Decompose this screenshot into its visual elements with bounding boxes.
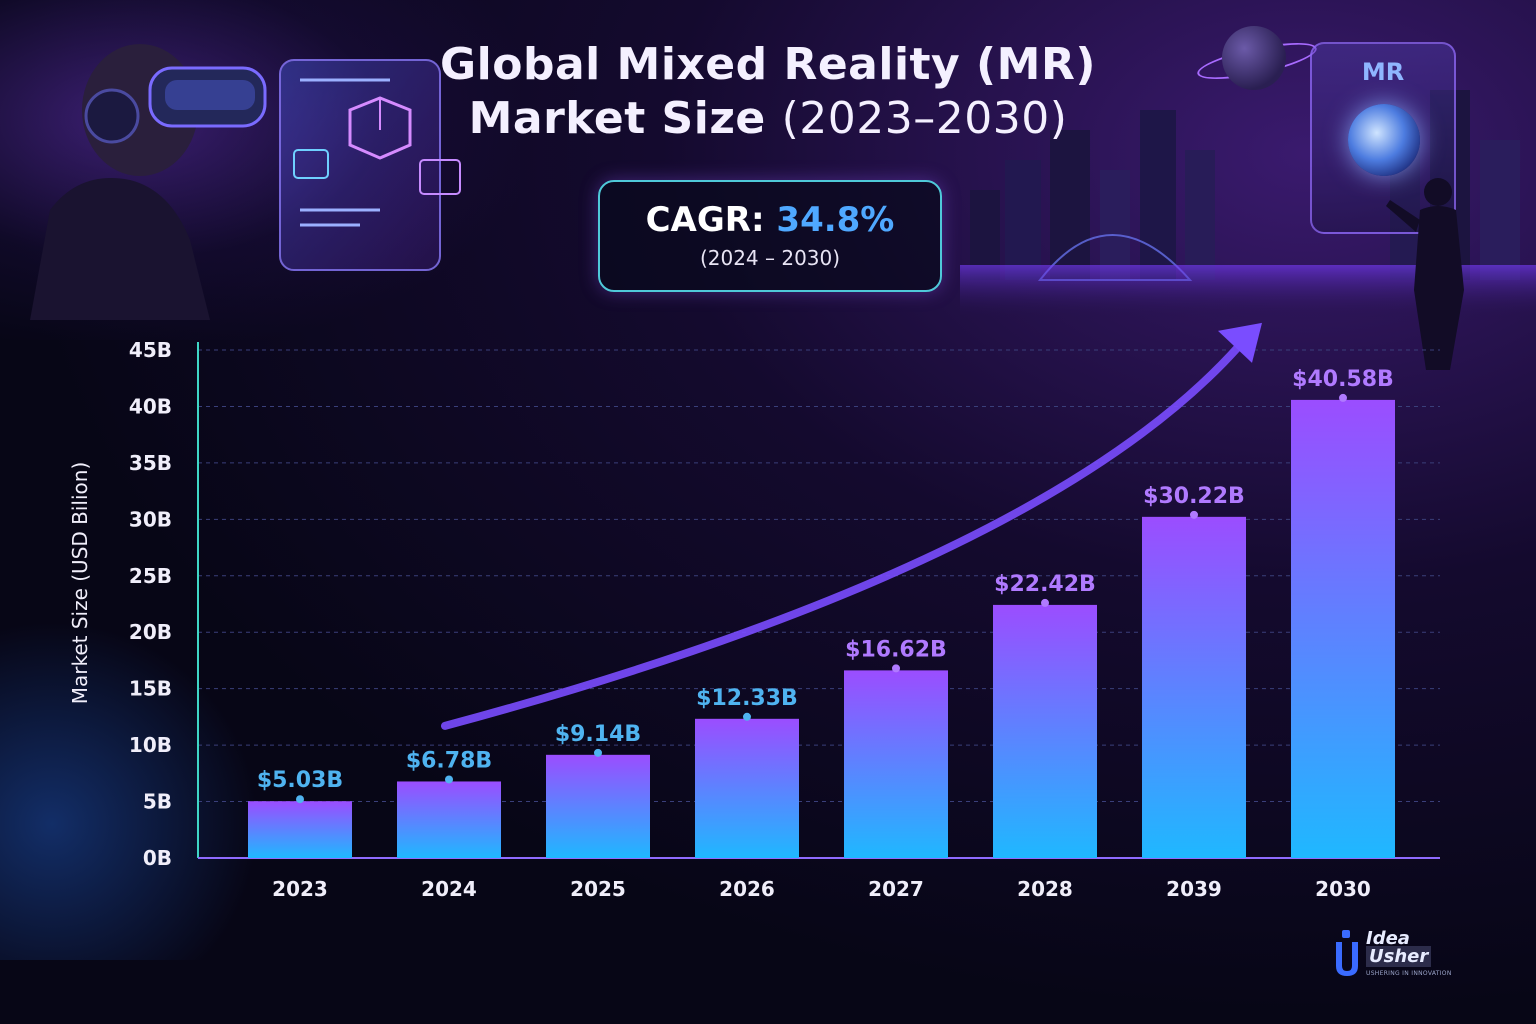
data-label: $30.22B — [1143, 484, 1245, 509]
vr-user-illustration — [30, 44, 267, 320]
x-tick-label: 2023 — [272, 877, 328, 901]
cagr-period: (2024 – 2030) — [699, 246, 841, 270]
brand-name-line2: Usher — [1366, 946, 1432, 967]
data-point-marker — [1339, 393, 1347, 402]
data-label: $40.58B — [1292, 367, 1394, 392]
data-point-marker — [1190, 510, 1198, 519]
data-label: $12.33B — [696, 686, 798, 711]
arrow-head-icon — [1218, 322, 1262, 363]
x-tick-label: 2030 — [1315, 877, 1371, 901]
x-tick-label: 2026 — [719, 877, 775, 901]
brand-logo-icon — [1336, 930, 1358, 976]
title-line-1: Global Mixed Reality (MR) — [440, 39, 1096, 90]
cagr-value: 34.8% — [776, 200, 895, 240]
data-point-marker — [1041, 598, 1049, 607]
data-point-marker — [594, 748, 602, 757]
brand-tagline: USHERING IN INNOVATION — [1366, 970, 1452, 977]
y-tick-label: 35B — [129, 451, 172, 475]
brand-name-line1: Idea — [1366, 928, 1410, 949]
y-tick-label: 25B — [129, 564, 172, 588]
bar-2026 — [695, 718, 799, 858]
x-tick-label: 2028 — [1017, 877, 1073, 901]
mr-panel-label: MR — [1361, 58, 1405, 86]
cagr-label: CAGR: — [645, 200, 765, 240]
y-tick-label: 10B — [129, 733, 172, 757]
data-label: $9.14B — [555, 722, 641, 747]
y-tick-label: 40B — [129, 394, 172, 418]
title-line-2: Market Size (2023–2030) — [0, 92, 1536, 146]
y-tick-label: 0B — [143, 846, 172, 870]
x-tick-label: 2027 — [868, 877, 924, 901]
bar-2024 — [397, 781, 501, 858]
data-label: $22.42B — [994, 572, 1096, 597]
globe-icon — [1348, 104, 1420, 176]
cagr-line: CAGR: 34.8% — [600, 200, 940, 240]
y-tick-label: 5B — [143, 790, 172, 814]
background-glow-bottom — [0, 620, 260, 960]
bar-2039 — [1142, 516, 1246, 858]
title-range: (2023–2030) — [781, 93, 1068, 144]
data-point-marker — [743, 712, 751, 721]
bar-2030 — [1291, 399, 1395, 858]
bar-2028 — [993, 604, 1097, 858]
y-tick-label: 15B — [129, 677, 172, 701]
y-tick-label: 20B — [129, 620, 172, 644]
data-label: $5.03B — [257, 768, 343, 793]
x-tick-label: 2024 — [421, 877, 477, 901]
bar-2027 — [844, 670, 948, 858]
y-tick-label: 45B — [129, 338, 172, 362]
bar-2023 — [248, 801, 352, 858]
brand-logo: Idea Usher USHERING IN INNOVATION — [1332, 928, 1468, 982]
growth-trend-arrow — [441, 340, 1244, 730]
holographic-panel-illustration — [279, 59, 461, 271]
planet-decoration — [1222, 26, 1286, 90]
bar-2025 — [546, 754, 650, 858]
data-label: $6.78B — [406, 748, 492, 773]
y-tick-label: 30B — [129, 507, 172, 531]
title-main: Market Size — [468, 93, 766, 144]
cagr-callout: CAGR: 34.8% (2024 – 2030) — [598, 180, 942, 292]
data-label: $16.62B — [845, 637, 947, 662]
y-axis-title: Market Size (USD Bilion) — [68, 462, 92, 705]
x-tick-label: 2025 — [570, 877, 626, 901]
data-point-marker — [445, 775, 453, 784]
chart-title: Global Mixed Reality (MR) Market Size (2… — [0, 38, 1536, 146]
standing-person-silhouette — [1386, 178, 1464, 370]
data-point-marker — [892, 664, 900, 673]
x-tick-label: 2039 — [1166, 877, 1222, 901]
data-point-marker — [296, 795, 304, 804]
